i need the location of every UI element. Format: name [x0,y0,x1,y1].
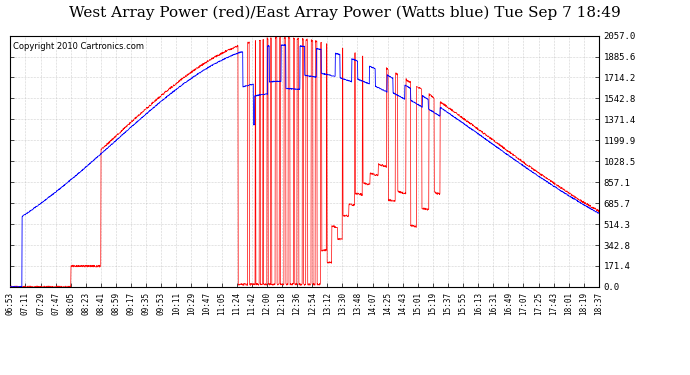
Text: West Array Power (red)/East Array Power (Watts blue) Tue Sep 7 18:49: West Array Power (red)/East Array Power … [69,6,621,20]
Text: Copyright 2010 Cartronics.com: Copyright 2010 Cartronics.com [13,42,144,51]
